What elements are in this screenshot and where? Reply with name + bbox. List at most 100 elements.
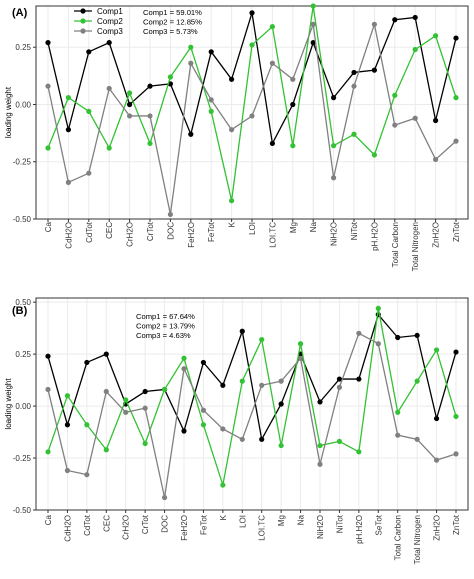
- data-point: [249, 10, 255, 16]
- data-point: [181, 366, 187, 372]
- series-comp2: [45, 305, 459, 488]
- data-point: [45, 386, 51, 393]
- data-point: [414, 332, 420, 339]
- series-comp1: [45, 10, 459, 147]
- data-point: [433, 457, 440, 463]
- x-tick-label: FeTot: [207, 221, 216, 242]
- legend-key-point: [80, 18, 86, 24]
- data-point: [453, 451, 459, 457]
- grid: [36, 6, 468, 220]
- x-tick-label: NiH2O: [330, 222, 339, 246]
- data-point: [161, 386, 168, 393]
- data-point: [453, 349, 459, 355]
- x-tick-label: Mg: [277, 515, 286, 526]
- data-point: [414, 436, 420, 442]
- data-point: [127, 101, 133, 108]
- data-point: [356, 376, 362, 382]
- data-point: [331, 175, 337, 181]
- data-point: [259, 336, 265, 343]
- data-point: [453, 413, 459, 420]
- data-point: [161, 494, 168, 501]
- data-point: [45, 353, 51, 359]
- y-tick-label: -0.50: [13, 215, 32, 224]
- data-point: [123, 409, 129, 415]
- data-point: [200, 359, 207, 366]
- data-point: [278, 442, 284, 449]
- y-axis-title: loading weight: [4, 86, 13, 138]
- x-tick-label: Total Nitrogen: [413, 515, 422, 564]
- data-point: [317, 461, 323, 467]
- data-point: [310, 3, 316, 9]
- data-point: [64, 393, 71, 399]
- data-point: [433, 415, 440, 422]
- x-tick-label: DOC: [166, 222, 175, 240]
- data-point: [371, 67, 377, 73]
- data-point: [453, 138, 459, 144]
- series-comp2: [45, 3, 459, 204]
- data-point: [84, 422, 90, 428]
- data-point: [86, 108, 92, 114]
- x-tick-label: CrH2O: [122, 515, 131, 540]
- data-point: [259, 436, 265, 442]
- legend-label: Comp2: [97, 17, 123, 26]
- y-axis-title: loading weight: [4, 378, 13, 430]
- x-tick-label: CdTot: [85, 221, 94, 243]
- series-line-comp2: [47, 308, 457, 486]
- data-point: [395, 334, 401, 341]
- data-point: [336, 384, 343, 390]
- data-point: [412, 14, 418, 21]
- variance-text: Comp2 = 12.85%: [143, 18, 202, 27]
- series-comp3: [45, 330, 459, 501]
- data-point: [414, 378, 420, 384]
- data-point: [64, 422, 71, 428]
- data-point: [239, 378, 245, 384]
- data-point: [433, 33, 439, 39]
- data-point: [84, 359, 90, 366]
- data-point: [200, 422, 207, 428]
- data-point: [84, 472, 90, 478]
- data-point: [106, 85, 112, 92]
- data-point: [351, 69, 357, 76]
- x-tick-label: CdH2O: [64, 222, 73, 249]
- x-tick-label: Ca: [44, 221, 53, 232]
- x-tick-label: K: [228, 221, 237, 227]
- data-point: [331, 143, 337, 149]
- data-point: [220, 482, 226, 488]
- data-point: [220, 426, 226, 432]
- variance-text: Comp1 = 59.01%: [143, 8, 202, 17]
- data-point: [65, 95, 71, 101]
- variance-text: Comp2 = 13.79%: [136, 322, 195, 331]
- y-tick-label: 0.50: [15, 298, 31, 307]
- y-tick-label: 0.00: [15, 402, 31, 411]
- x-tick-label: CEC: [105, 222, 114, 239]
- data-point: [103, 388, 109, 395]
- data-point: [208, 108, 214, 114]
- x-tick-label: Na: [297, 514, 306, 525]
- data-point: [412, 115, 418, 121]
- data-point: [249, 113, 255, 119]
- data-point: [351, 131, 357, 137]
- data-point: [188, 44, 194, 50]
- legend-key-point: [80, 28, 86, 34]
- x-tick-label: LOI: [248, 222, 257, 235]
- x-tick-label: NiH2O: [316, 515, 325, 539]
- data-point: [375, 341, 381, 347]
- data-point: [208, 97, 214, 103]
- data-point: [317, 399, 323, 405]
- x-tick-label: pH.H2O: [370, 222, 379, 251]
- legend-key-point: [80, 8, 86, 14]
- data-point: [351, 83, 357, 89]
- data-point: [392, 122, 398, 128]
- data-point: [453, 35, 459, 41]
- data-point: [269, 24, 275, 30]
- data-point: [220, 382, 226, 388]
- data-point: [106, 145, 112, 151]
- data-point: [310, 21, 316, 27]
- x-tick-label: ZnTot: [452, 221, 461, 242]
- x-tick-label: CdTot: [83, 514, 92, 536]
- x-tick-label: LOI.TC: [258, 515, 267, 541]
- data-point: [290, 143, 296, 149]
- y-tick-label: -0.25: [13, 158, 32, 167]
- data-point: [317, 442, 323, 449]
